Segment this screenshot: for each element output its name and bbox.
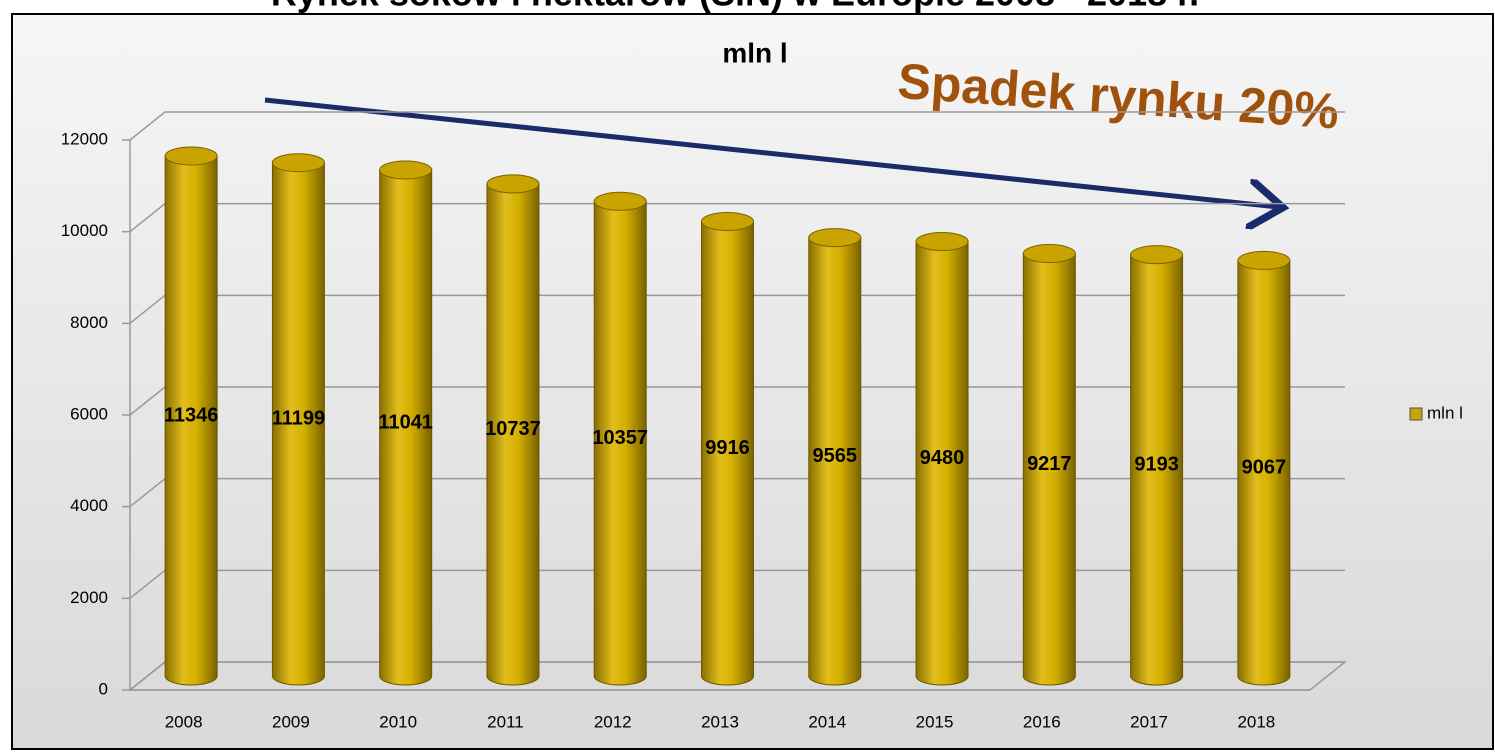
x-tick-label: 2009 [272,712,310,731]
x-tick-label: 2008 [165,712,203,731]
bar [1022,244,1076,686]
data-label: 9217 [1027,453,1072,475]
bar [593,191,647,686]
y-tick-label: 10000 [61,221,108,240]
y-tick-label: 0 [99,679,108,698]
bar-top [915,232,969,251]
bar-top [271,153,325,173]
y-tick-label: 8000 [70,313,108,332]
chart-title: Rynek soków i nektarów (SiN) w Europie 2… [271,0,1199,14]
bar-top [808,228,862,248]
x-tick-label: 2012 [594,712,632,731]
x-tick-label: 2013 [701,712,739,731]
y-tick-label: 6000 [70,404,108,423]
x-tick-label: 2018 [1237,712,1275,731]
bar-body [701,221,754,686]
x-tick-label: 2010 [379,712,417,731]
chart-subtitle: mln l [722,37,787,68]
x-tick-label: 2016 [1023,712,1061,731]
bar [808,228,862,686]
bar [271,153,325,686]
x-tick-label: 2017 [1130,712,1168,731]
bar-body [379,169,433,686]
bar-body [271,162,325,686]
bar-body [1130,254,1184,686]
y-tick-label: 2000 [70,588,108,607]
legend-swatch [1409,407,1423,421]
bar [701,212,754,686]
bar-body [1022,253,1076,686]
bar-top [701,212,754,232]
bar [1237,250,1291,686]
bar-body [164,155,218,686]
bar [915,232,969,686]
bar-top [1130,245,1184,265]
bar-body [915,241,969,686]
data-label: 11346 [164,404,219,426]
data-label: 10357 [592,427,648,449]
data-label: 9480 [920,447,965,469]
bar [164,146,218,686]
bar-top [1022,244,1076,264]
x-tick-label: 2014 [808,712,846,731]
bar [379,160,433,686]
data-label: 10737 [485,418,541,440]
y-tick-label: 12000 [61,129,108,148]
x-tick-label: 2011 [487,712,524,731]
bar-top [164,146,218,166]
bar [1130,245,1184,686]
legend-label: mln l [1427,403,1463,422]
trend-arrow [264,97,1278,207]
x-tick-label: 2015 [916,712,954,731]
data-label: 9067 [1242,456,1287,478]
bar [486,174,540,686]
bar-body [593,200,647,686]
data-label: 11041 [378,411,433,433]
grid-line [129,111,1345,141]
y-tick-label: 4000 [70,496,108,515]
bar-body [808,237,862,686]
bar-top [379,160,433,180]
bar-top [1237,250,1291,270]
data-label: 11199 [272,408,325,430]
bar-top [593,191,647,211]
data-label: 9565 [813,445,858,467]
bar-body [486,183,540,686]
data-label: 9916 [705,437,750,459]
data-label: 9193 [1134,454,1179,476]
bar-body [1237,259,1291,686]
bar-top [486,174,540,194]
